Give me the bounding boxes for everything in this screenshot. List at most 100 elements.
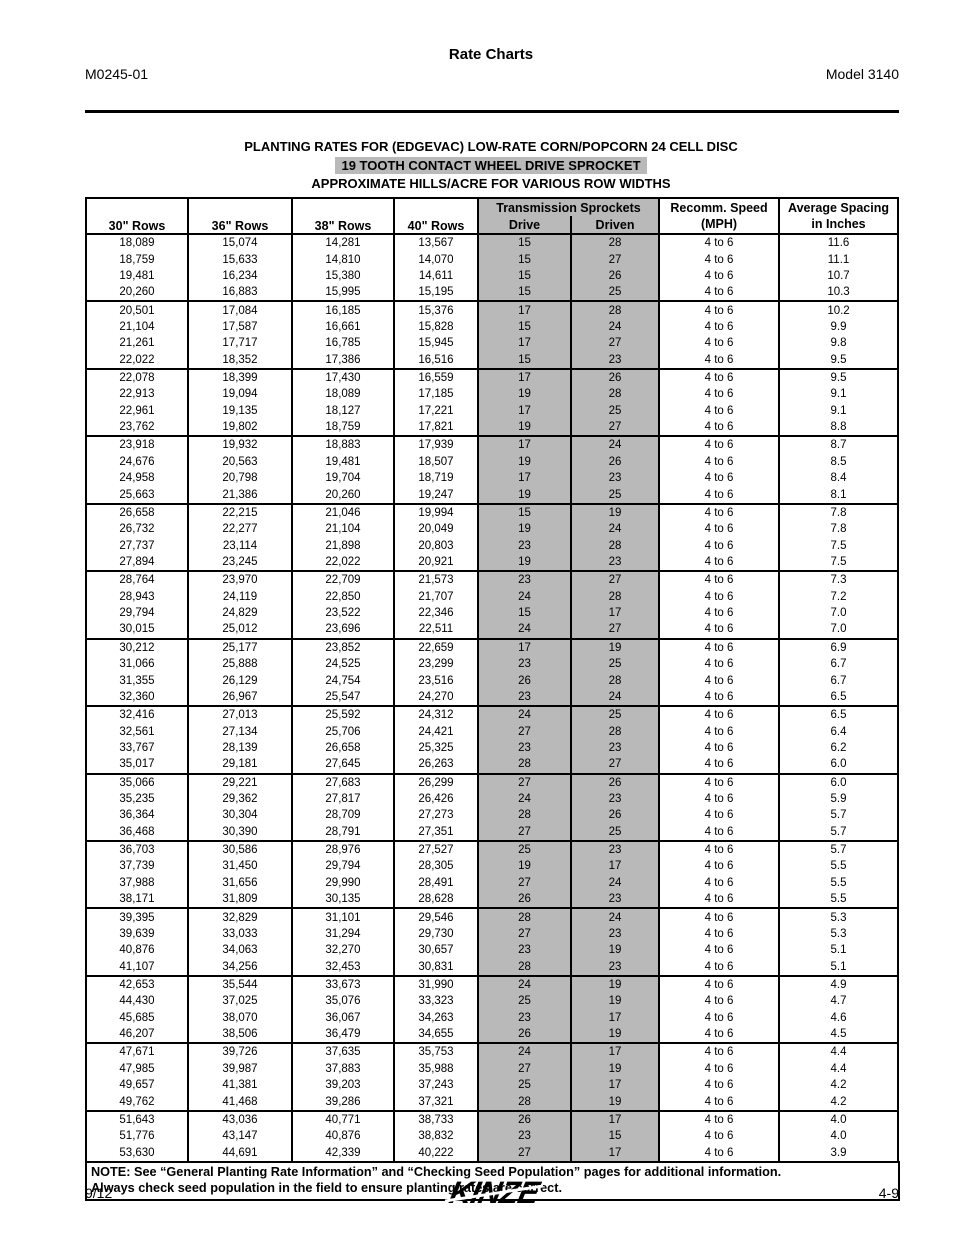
spacing-header-line1: Average Spacing [788,201,889,215]
spacing-header-line2: in Inches [811,217,866,231]
table-cell: 4 to 6 [658,942,781,959]
table-cell: 17,430 [291,368,395,387]
table-titles: PLANTING RATES FOR (EDGEVAC) LOW-RATE CO… [85,138,897,194]
table-cell: 27 [477,1144,572,1162]
table-cell: 3.9 [778,1144,900,1162]
table-cell: 24 [477,706,572,724]
table-cell: 23,516 [393,672,479,689]
table-cell: 24,270 [393,688,479,708]
table-row: 45,685 38,070 36,067 34,263 23 17 4 to 6 4.6 [85,1009,900,1026]
table-cell: 17,717 [187,335,293,352]
table-cell: 19 [569,503,661,522]
table-cell: 27 [477,723,572,740]
table-cell: 30,304 [187,807,293,824]
table-cell: 15,195 [393,284,479,303]
table-cell: 22,709 [291,571,395,589]
table-cell: 34,063 [187,942,293,959]
table-cell: 25 [569,706,661,724]
table-cell: 15 [477,351,572,370]
table-cell: 20,798 [187,470,293,487]
table-cell: 17 [569,1076,661,1094]
table-cell: 26 [477,672,572,689]
table-row: 51,643 43,036 40,771 38,733 26 17 4 to 6 4.0 [85,1110,900,1129]
table-cell: 27 [477,773,572,791]
table-cell: 27 [569,251,661,268]
table-cell: 15,828 [393,318,479,336]
table-cell: 4 to 6 [658,672,781,689]
table-cell: 13,567 [393,234,479,252]
rate-table-header: 30" Rows 36" Rows 38" Rows 40" Rows Tran… [85,198,900,234]
table-cell: 4 to 6 [658,267,781,285]
table-cell: 28,305 [393,858,479,875]
table-row: 40,876 34,063 32,270 30,657 23 19 4 to 6 5.1 [85,942,900,959]
note-line1: NOTE: See “General Planting Rate Informa… [91,1164,782,1179]
table-cell: 4 to 6 [658,418,781,438]
table-cell: 8.5 [778,453,900,471]
table-cell: 22,961 [85,402,189,419]
table-row: 42,653 35,544 33,673 31,990 24 19 4 to 6 4.9 [85,975,900,994]
table-cell: 27,273 [393,807,479,824]
table-cell: 37,883 [291,1060,395,1077]
table-cell: 20,260 [291,486,395,505]
table-cell: 4 to 6 [658,807,781,824]
table-cell: 4 to 6 [658,470,781,487]
table-row: 30,212 25,177 23,852 22,659 17 19 4 to 6 6.9 [85,638,900,656]
table-row: 44,430 37,025 35,076 33,323 25 19 4 to 6 4.7 [85,993,900,1010]
table-cell: 17 [477,436,572,454]
table-cell: 37,635 [291,1043,395,1061]
table-cell: 19,932 [187,436,293,454]
table-cell: 21,104 [85,318,189,336]
table-cell: 31,101 [291,908,395,926]
table-cell: 22,511 [393,621,479,640]
table-cell: 27 [569,335,661,352]
table-cell: 6.2 [778,739,900,757]
table-cell: 4 to 6 [658,958,781,977]
table-cell: 19,802 [187,418,293,438]
table-cell: 32,416 [85,706,189,724]
table-cell: 9.8 [778,335,900,352]
table-cell: 28,943 [85,588,189,605]
table-cell: 4 to 6 [658,553,781,573]
table-cell: 23,522 [291,604,395,622]
table-cell: 24 [477,790,572,808]
col-header-36-rows: 36" Rows [187,198,293,234]
table-cell: 4.5 [778,1025,900,1045]
table-cell: 28,764 [85,571,189,589]
table-cell: 41,381 [187,1076,293,1094]
table-cell: 4 to 6 [658,1144,781,1162]
table-cell: 36,067 [291,1009,395,1026]
table-cell: 26,658 [85,503,189,522]
table-cell: 4 to 6 [658,1093,781,1112]
table-cell: 24 [477,621,572,640]
table-cell: 16,559 [393,368,479,387]
table-cell: 18,719 [393,470,479,487]
table-cell: 17 [569,1110,661,1129]
page-title: Rate Charts [448,46,534,63]
table-cell: 34,655 [393,1025,479,1045]
table-row: 53,630 44,691 42,339 40,222 27 17 4 to 6 3.9 [85,1144,900,1162]
footer-page-number: 4-9 [878,1185,899,1201]
table-cell: 27,683 [291,773,395,791]
model-number: Model 3140 [825,66,899,82]
table-cell: 25 [569,402,661,419]
table-cell: 7.5 [778,537,900,554]
speed-header-line2: (MPH) [700,217,738,231]
table-cell: 39,395 [85,908,189,926]
table-row: 35,066 29,221 27,683 26,299 27 26 4 to 6 6.0 [85,773,900,791]
table-cell: 39,286 [291,1093,395,1112]
table-cell: 19,481 [291,453,395,471]
table-cell: 19 [477,386,572,403]
table-cell: 26 [569,773,661,791]
table-cell: 4 to 6 [658,604,781,622]
table-cell: 26,658 [291,739,395,757]
table-cell: 23 [477,1009,572,1026]
table-cell: 27 [477,874,572,892]
table-row: 36,468 30,390 28,791 27,351 27 25 4 to 6 5.7 [85,823,900,842]
table-cell: 38,506 [187,1025,293,1045]
table-cell: 4 to 6 [658,453,781,471]
table-cell: 44,430 [85,993,189,1010]
table-cell: 19 [477,486,572,505]
table-row: 25,663 21,386 20,260 19,247 19 25 4 to 6 8.1 [85,486,900,505]
table-cell: 25 [569,655,661,673]
